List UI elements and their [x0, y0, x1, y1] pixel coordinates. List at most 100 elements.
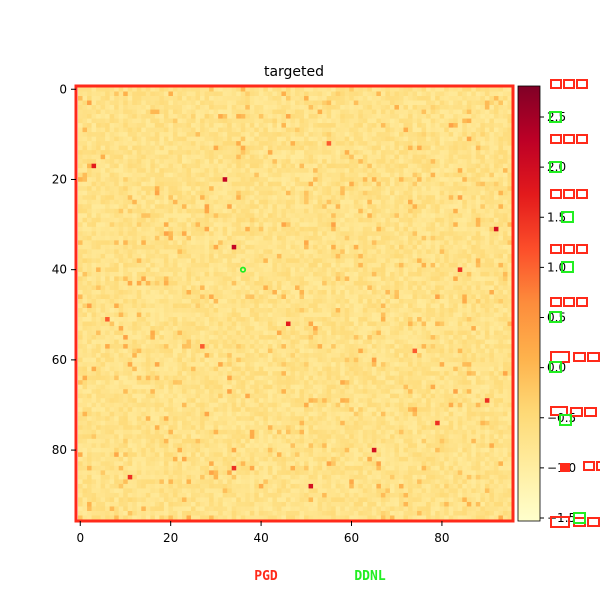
heatmap-cell: [389, 204, 395, 210]
heatmap-cell: [87, 96, 92, 101]
heatmap-cell: [471, 267, 477, 273]
heatmap-cell: [362, 136, 368, 142]
heatmap-cell: [249, 208, 255, 214]
heatmap-cell: [236, 249, 242, 255]
heatmap-cell: [317, 276, 323, 282]
heatmap-cell: [105, 276, 111, 282]
heatmap-cell: [408, 96, 413, 101]
heatmap-cell: [380, 226, 386, 232]
heatmap-cell: [344, 109, 350, 115]
heatmap-cell: [389, 132, 395, 138]
heatmap-cell: [204, 231, 210, 237]
heatmap-cell: [258, 177, 264, 183]
heatmap-cell: [385, 181, 391, 187]
heatmap-cell: [240, 240, 246, 246]
heatmap-cell: [380, 163, 386, 169]
heatmap-cell: [502, 123, 508, 128]
heatmap-cell: [295, 298, 300, 304]
heatmap-cell: [426, 163, 432, 169]
heatmap-cell: [181, 91, 187, 97]
heatmap-cell: [417, 190, 422, 196]
heatmap-cell: [249, 226, 255, 232]
heatmap-cell: [353, 303, 359, 309]
heatmap-cell: [371, 96, 377, 101]
heatmap-cell: [150, 303, 156, 309]
heatmap-cell: [507, 298, 513, 304]
heatmap-cell: [353, 222, 359, 228]
heatmap-cell: [398, 186, 404, 192]
heatmap-cell: [462, 186, 468, 192]
heatmap-cell: [285, 195, 291, 201]
heatmap-cell: [91, 289, 97, 295]
heatmap-cell: [204, 208, 210, 214]
heatmap-cell: [322, 163, 328, 169]
heatmap-cell: [200, 235, 205, 241]
heatmap-cell: [322, 249, 328, 255]
heatmap-cell: [403, 253, 409, 259]
heatmap-cell: [82, 244, 88, 250]
heatmap-cell: [457, 105, 463, 110]
heatmap-cell: [132, 118, 138, 124]
heatmap-cell: [218, 145, 224, 151]
heatmap-cell: [426, 105, 432, 110]
heatmap-cell: [236, 96, 242, 101]
heatmap-cell: [100, 114, 106, 119]
heatmap-cell: [417, 289, 422, 295]
heatmap-cell: [489, 262, 495, 268]
heatmap-cell: [353, 163, 359, 169]
heatmap-cell: [96, 317, 101, 322]
heatmap-cell: [417, 177, 422, 183]
heatmap-cell: [263, 109, 269, 115]
heatmap-cell: [195, 208, 201, 214]
heatmap-cell: [493, 186, 499, 192]
heatmap-cell: [177, 253, 183, 259]
heatmap-cell: [376, 240, 382, 246]
heatmap-cell: [254, 271, 260, 277]
heatmap-cell: [408, 222, 413, 228]
heatmap-cell: [249, 280, 255, 286]
heatmap-cell: [254, 96, 260, 101]
heatmap-cell: [335, 285, 341, 291]
heatmap-cell: [475, 199, 481, 205]
heatmap-cell: [272, 163, 278, 169]
heatmap-cell: [136, 109, 142, 115]
heatmap-cell: [240, 163, 246, 169]
heatmap-cell: [231, 294, 237, 300]
heatmap-cell: [109, 235, 115, 241]
heatmap-cell: [258, 145, 264, 151]
heatmap-cell: [362, 226, 368, 232]
heatmap-cell: [457, 96, 463, 101]
heatmap-cell: [218, 199, 224, 205]
heatmap-cell: [358, 186, 364, 192]
heatmap-cell: [412, 235, 418, 241]
heatmap-cell: [299, 172, 305, 178]
heatmap-cell: [154, 109, 160, 115]
heatmap-cell: [231, 267, 237, 273]
heatmap-cell: [353, 240, 359, 246]
heatmap-cell: [417, 317, 422, 322]
heatmap-cell: [344, 240, 350, 246]
heatmap-cell: [358, 132, 364, 138]
heatmap-cell: [308, 132, 314, 138]
heatmap-cell: [480, 276, 486, 282]
heatmap-cell: [254, 100, 260, 106]
heatmap-cell: [209, 96, 215, 101]
heatmap-cell: [186, 244, 192, 250]
heatmap-cell: [331, 253, 337, 259]
heatmap-cell: [177, 87, 183, 92]
heatmap-cell: [331, 132, 337, 138]
heatmap-cell: [380, 317, 386, 322]
heatmap-cell: [308, 244, 314, 250]
heatmap-cell: [367, 150, 373, 156]
heatmap-cell: [227, 276, 233, 282]
heatmap-cell: [462, 159, 468, 165]
heatmap-cell: [123, 253, 129, 259]
heatmap-cell: [177, 91, 183, 97]
heatmap-cell: [127, 100, 133, 106]
heatmap-cell: [317, 91, 323, 97]
heatmap-cell: [249, 150, 255, 156]
heatmap-cell: [245, 145, 251, 151]
heatmap-cell: [290, 240, 296, 246]
heatmap-cell: [308, 217, 314, 223]
heatmap-cell: [209, 262, 215, 268]
